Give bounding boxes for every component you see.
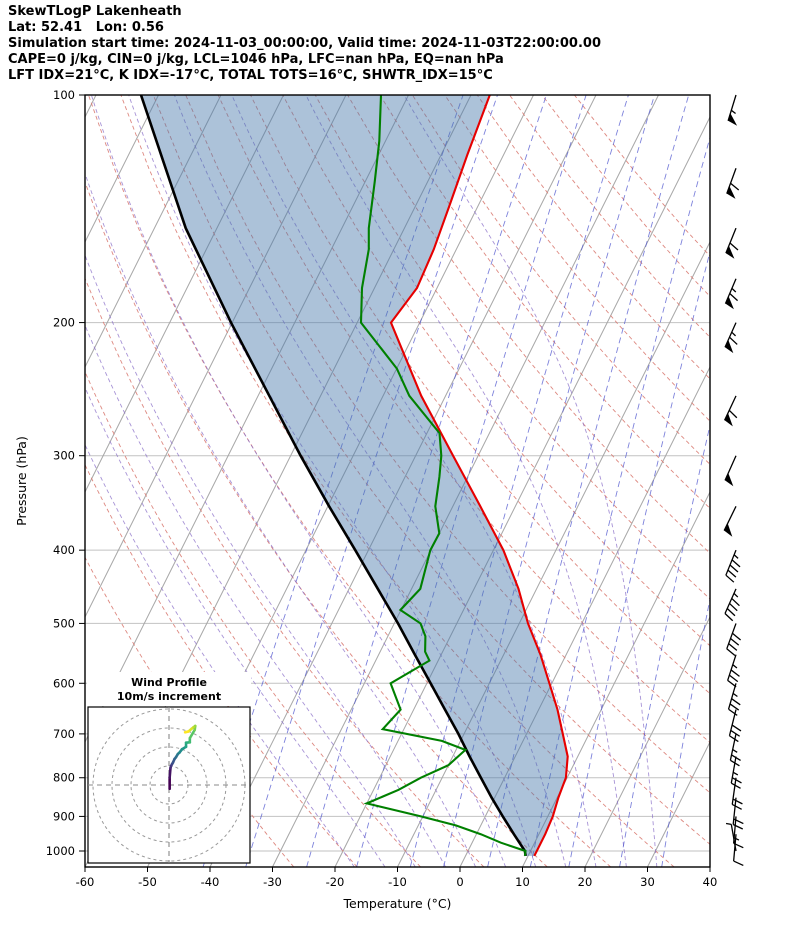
x-axis-label: Temperature (°C) — [343, 896, 452, 911]
svg-text:200: 200 — [53, 316, 75, 330]
svg-text:400: 400 — [53, 543, 75, 557]
temperature-curve — [389, 95, 569, 857]
svg-text:-50: -50 — [138, 875, 157, 889]
axis-ticks-labels: -60 -50 -40 -30 -20 -10 0 10 20 30 40 100 200 300 400 5… — [14, 88, 717, 911]
hodograph-rings-and-trace — [88, 707, 250, 863]
svg-text:-30: -30 — [263, 875, 282, 889]
time-line: Simulation start time: 2024-11-03_00:00:… — [8, 36, 601, 51]
svg-text:700: 700 — [53, 727, 75, 741]
svg-text:0: 0 — [456, 875, 463, 889]
mixing-ratio-lines — [202, 95, 710, 867]
profile-curves — [139, 95, 569, 857]
location-line: Lat: 52.41 Lon: 0.56 — [8, 20, 164, 35]
svg-text:600: 600 — [53, 676, 75, 690]
parcel-curve — [139, 95, 527, 857]
y-axis-label: Pressure (hPa) — [14, 436, 29, 526]
svg-text:-60: -60 — [76, 875, 95, 889]
figure-title: SkewTLogP Lakenheath — [8, 4, 182, 19]
svg-text:500: 500 — [53, 616, 75, 630]
dry-adiabats — [85, 95, 710, 867]
figure-header: SkewTLogP Lakenheath Lat: 52.41 Lon: 0.5… — [8, 4, 601, 84]
moist-adiabats — [85, 95, 658, 867]
parcel-temperature-shaded-area — [141, 95, 568, 856]
indices-line-2: LFT IDX=21°C, K IDX=-17°C, TOTAL TOTS=16… — [8, 68, 493, 83]
svg-text:100: 100 — [53, 88, 75, 102]
svg-text:-20: -20 — [326, 875, 345, 889]
svg-text:-40: -40 — [201, 875, 220, 889]
hodograph-title: Wind Profile — [131, 676, 207, 689]
svg-text:10: 10 — [515, 875, 530, 889]
svg-text:20: 20 — [578, 875, 593, 889]
hodograph-subtitle: 10m/s increment — [117, 690, 221, 703]
svg-text:-10: -10 — [388, 875, 407, 889]
svg-text:300: 300 — [53, 449, 75, 463]
svg-text:1000: 1000 — [46, 844, 75, 858]
svg-text:800: 800 — [53, 771, 75, 785]
svg-text:40: 40 — [703, 875, 718, 889]
dewpoint-curve — [359, 95, 527, 857]
svg-text:900: 900 — [53, 809, 75, 823]
wind-barbs — [723, 94, 744, 867]
indices-line-1: CAPE=0 j/kg, CIN=0 j/kg, LCL=1046 hPa, L… — [8, 52, 504, 67]
svg-text:30: 30 — [640, 875, 655, 889]
